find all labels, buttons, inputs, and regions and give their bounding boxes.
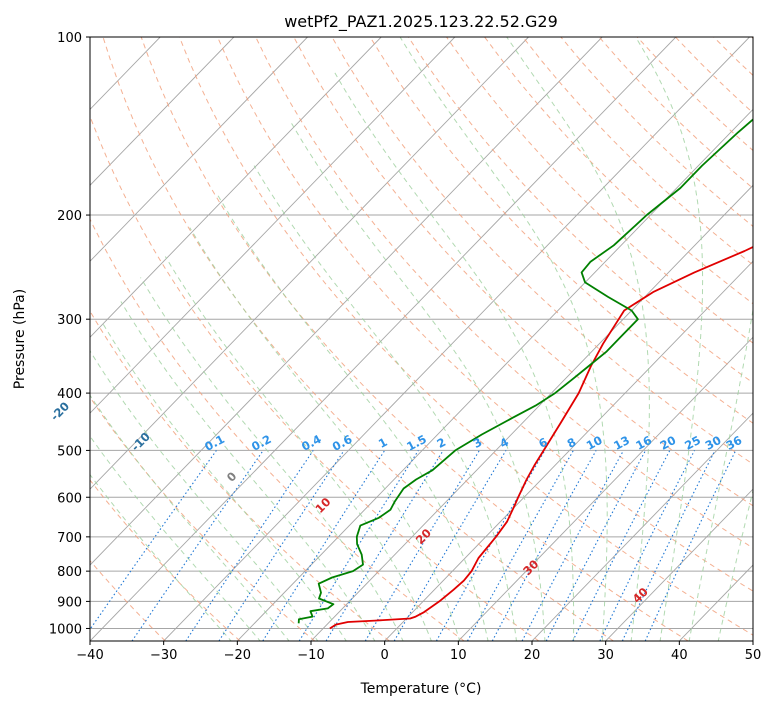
- dewpoint-profile: [297, 118, 753, 624]
- dry-adiabat-line: [369, 37, 753, 424]
- x-tick-label: −30: [150, 648, 177, 663]
- x-tick-label: −40: [76, 648, 103, 663]
- moist-adiabat-line: [189, 227, 461, 641]
- plot-frame: [89, 36, 754, 642]
- y-tick-label: 400: [57, 387, 82, 402]
- dry-adiabat-line: [446, 37, 753, 344]
- x-tick-label: 0: [381, 648, 389, 663]
- mixing-ratio-label: 16: [633, 433, 654, 453]
- mixing-ratio-label: 25: [682, 433, 703, 453]
- temperature-profile: [329, 245, 753, 630]
- moist-adiabat-line: [120, 301, 376, 641]
- y-tick-label: 1000: [49, 622, 82, 637]
- isotherm-line: [90, 37, 456, 414]
- profile-lines: [297, 118, 753, 630]
- mixing-ratio-line: [491, 450, 597, 641]
- background-lines: [90, 37, 753, 641]
- dry-adiabat-line: [90, 217, 465, 641]
- isotherm-line: [458, 336, 753, 641]
- x-tick-label: −20: [224, 648, 251, 663]
- isotherm-line: [384, 260, 753, 641]
- mixing-ratio-line: [131, 450, 264, 641]
- isotherm-line: [90, 37, 677, 641]
- dry-adiabat-line: [331, 37, 753, 465]
- moist-adiabat-line: [90, 394, 290, 641]
- moist-adiabat-line: [90, 435, 261, 641]
- mixing-ratio-label: 36: [724, 433, 745, 453]
- x-axis: −40 −30 −20 −10 0 10 20 30 40 50: [76, 641, 761, 663]
- isotherm-line: [605, 488, 753, 641]
- mixing-ratio-line: [599, 450, 695, 641]
- y-tick-label: 800: [57, 565, 82, 580]
- moist-adiabat-line: [399, 37, 608, 641]
- mixing-ratio-line: [325, 450, 444, 641]
- x-axis-label: Temperature (°C): [360, 681, 482, 697]
- moist-adiabat-line: [217, 194, 489, 641]
- y-axis: 100 200 300 400 500 600 700 800 900 1000: [49, 31, 90, 637]
- chart-title: wetPf2_PAZ1.2025.123.22.52.G29: [284, 12, 558, 32]
- y-tick-label: 200: [57, 209, 82, 224]
- isotherm-line: [310, 184, 753, 641]
- x-tick-label: 50: [745, 648, 762, 663]
- y-axis-label: Pressure (hPa): [12, 289, 28, 389]
- moist-adiabat-line: [90, 473, 232, 641]
- x-tick-label: 20: [524, 648, 541, 663]
- y-tick-label: 900: [57, 595, 82, 610]
- moist-adiabat-line: [90, 349, 319, 641]
- mixing-ratio-label: 20: [658, 433, 679, 453]
- mixing-ratio-label: 30: [703, 433, 724, 453]
- dry-adiabat-line: [90, 396, 316, 641]
- y-tick-label: 600: [57, 491, 82, 506]
- moist-adiabat-line: [688, 306, 753, 641]
- dry-adiabat-line: [178, 37, 753, 636]
- mixing-ratio-line: [218, 450, 345, 641]
- mixing-ratio-line: [90, 450, 217, 631]
- isotherm-line: [531, 412, 753, 641]
- isotherm-line: [163, 37, 750, 641]
- moist-adiabat-line: [164, 256, 432, 641]
- isotherm-line: [237, 108, 753, 641]
- x-tick-label: −10: [297, 648, 324, 663]
- dry-adiabat-line: [90, 559, 166, 641]
- moist-adiabat-line: [635, 37, 704, 641]
- dry-adiabat-line: [90, 114, 540, 641]
- isotherm-line: [90, 37, 603, 566]
- y-tick-label: 300: [57, 313, 82, 328]
- mixing-ratio-line: [572, 450, 671, 641]
- x-tick-label: 30: [597, 648, 614, 663]
- y-tick-label: 500: [57, 444, 82, 459]
- moist-adiabat-line: [140, 277, 404, 641]
- mixing-ratio-line: [185, 450, 314, 641]
- isotherm-line: [90, 37, 308, 262]
- y-tick-label: 100: [57, 31, 82, 46]
- dry-adiabat-line: [140, 37, 689, 641]
- moist-adiabat-line: [506, 37, 650, 641]
- moist-adiabat-line: [253, 165, 518, 641]
- mixing-ratio-line: [262, 450, 386, 641]
- mixing-ratio-line: [467, 450, 574, 641]
- x-tick-label: 10: [450, 648, 467, 663]
- moist-adiabat-line: [291, 123, 546, 641]
- mixing-ratio-label: 10: [584, 433, 605, 453]
- isotherm-line: [90, 37, 235, 186]
- x-tick-label: 40: [671, 648, 688, 663]
- isotherm-line: [90, 37, 382, 338]
- dry-adiabat-line: [293, 37, 753, 507]
- dry-adiabat-line: [90, 310, 390, 641]
- mixing-ratio-label: 13: [611, 433, 632, 453]
- isotherm-line: [90, 37, 529, 490]
- y-tick-label: 700: [57, 531, 82, 546]
